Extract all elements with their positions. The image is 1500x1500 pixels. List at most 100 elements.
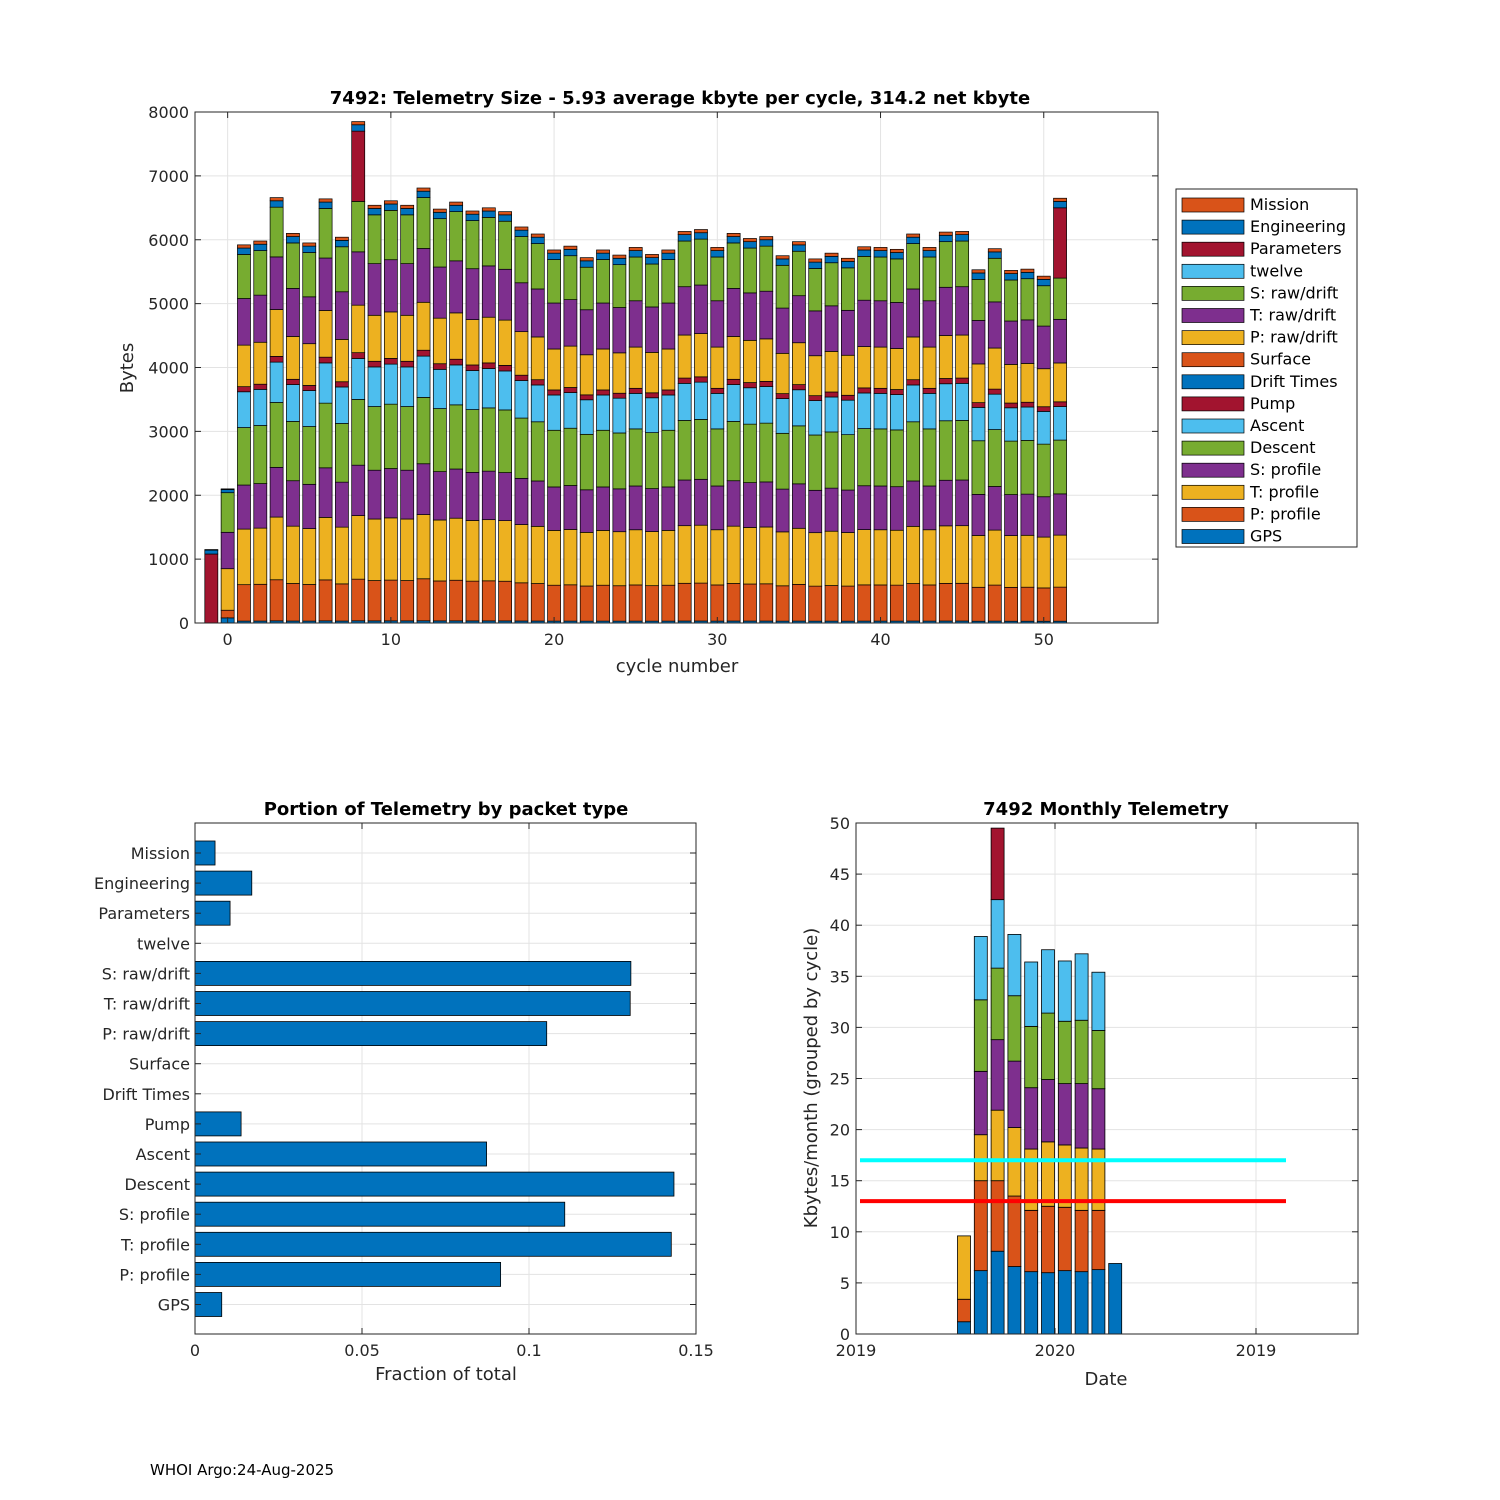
bar-cycle-34-mission	[775, 255, 790, 260]
bar-cycle-3-engineering	[269, 200, 284, 208]
bar-cycle-37-engineering	[824, 256, 839, 264]
bar-cycle-47-ascent	[987, 393, 1002, 430]
bar-cycle-28-p-profile	[677, 582, 692, 622]
bar-cycle-35-t-raw-drift	[792, 295, 806, 344]
bar-cycle-9-p-profile	[367, 580, 382, 622]
bar-cycle-30-s-profile	[710, 485, 725, 531]
bar-cycle-28-engineering	[677, 234, 692, 242]
monthly-bar-10-layer-1	[1108, 1263, 1123, 1335]
monthly-telemetry-chart: 0 5 10 15 20 25 30 35 40 45 50 2019 2020 2019 7492 Mo…	[801, 799, 1359, 1390]
bar-cycle-25-p-raw-drift	[628, 346, 643, 389]
bar-cycle-51-pump	[1053, 401, 1067, 407]
legend-label-t-profile: T: profile	[1249, 482, 1319, 501]
bar-cycle-3-t-profile	[269, 516, 284, 581]
bar-cycle-34-s-raw-drift	[775, 264, 790, 309]
monthly-bar-2-layer-1	[973, 1270, 988, 1335]
bar-cycle-12-s-raw-drift	[416, 197, 431, 249]
bar-cycle-13-mission	[432, 208, 447, 213]
bar-cycle-15-mission	[465, 210, 480, 215]
bar-cycle-0-s-profile	[220, 531, 235, 570]
bar-cycle-37-t-raw-drift	[824, 305, 839, 352]
bar-fraction-t-profile	[194, 1231, 672, 1257]
legend-label-surface: Surface	[1250, 350, 1311, 369]
monthly-bar-9-layer-4	[1091, 1088, 1106, 1150]
bar-cycle-42-descent	[906, 421, 921, 482]
chart3-xtick-label: 2019	[836, 1341, 877, 1360]
bar-cycle-3-pump	[269, 356, 284, 363]
bar-cycle-20-p-raw-drift	[547, 348, 561, 391]
chart3-ytick-label: 20	[830, 1121, 850, 1140]
bar-cycle-31-engineering	[726, 236, 741, 244]
bar-cycle-8-descent	[351, 399, 366, 466]
chart2-category-label-engineering: Engineering	[94, 874, 190, 893]
chart1-ytick-label: 3000	[148, 422, 189, 441]
monthly-bar-3-layer-2	[990, 1180, 1005, 1252]
bar-cycle-4-p-raw-drift	[286, 336, 300, 380]
bar-cycle-47-mission	[987, 248, 1002, 253]
bar-cycle-24-t-profile	[612, 531, 627, 587]
monthly-bar-1-layer-3	[957, 1235, 971, 1300]
bar-cycle-19-p-raw-drift	[530, 336, 545, 381]
bar-cycle-35-s-profile	[792, 483, 806, 529]
bar-cycle-31-mission	[726, 233, 741, 237]
bar-cycle-51-mission	[1053, 197, 1067, 202]
chart3-ytick-label: 50	[830, 814, 850, 833]
chart1-ytick-label: 7000	[148, 167, 189, 186]
bar-cycle-49-mission	[1020, 268, 1035, 273]
legend-swatch-drift-times	[1181, 374, 1245, 390]
bar-cycle-9-pump	[367, 360, 382, 368]
bar-fraction-descent	[194, 1171, 675, 1197]
bar-cycle-38-mission	[841, 257, 855, 262]
bar-cycle-42-p-raw-drift	[906, 336, 921, 381]
bar-cycle-37-s-profile	[824, 487, 839, 532]
chart2-xtick-label: 0.1	[516, 1341, 541, 1360]
legend-swatch-pump	[1181, 396, 1245, 412]
bar-cycle-36-ascent	[808, 400, 823, 436]
bar-cycle-20-t-profile	[547, 530, 561, 586]
bar-cycle-33-s-raw-drift	[759, 245, 774, 292]
bar-cycle-5-s-profile	[302, 483, 317, 529]
bar-cycle-19-p-profile	[530, 583, 545, 622]
bar-cycle-5-p-profile	[302, 584, 317, 622]
bar-cycle-12-engineering	[416, 190, 431, 198]
chart1-ytick-label: 4000	[148, 359, 189, 378]
bar-cycle-44-pump	[938, 378, 953, 385]
bar-cycle-50-t-raw-drift	[1036, 325, 1051, 370]
bar-cycle-50-s-profile	[1036, 496, 1051, 538]
bar-cycle-20-mission	[547, 249, 561, 254]
bar-cycle-3-ascent	[269, 361, 284, 403]
bar-cycle-25-s-profile	[628, 485, 643, 531]
legend-label-descent: Descent	[1250, 438, 1316, 457]
chart2-category-label-t-profile: T: profile	[120, 1235, 190, 1254]
bar-cycle-39-s-profile	[857, 485, 872, 530]
bar-cycle-44-s-profile	[938, 479, 953, 527]
bar-cycle-44-t-raw-drift	[938, 286, 953, 336]
bar-cycle-25-s-raw-drift	[628, 256, 643, 302]
chart3-xtick-label: 2019	[1236, 1341, 1277, 1360]
bar-cycle-39-ascent	[857, 392, 872, 429]
bar-cycle-30-pump	[710, 387, 725, 394]
bar-cycle-45-p-raw-drift	[955, 334, 970, 379]
legend-label-pump: Pump	[1250, 394, 1295, 413]
bar-cycle-27-t-profile	[661, 530, 676, 586]
bar-cycle-11-engineering	[400, 208, 415, 216]
bar-cycle-33-s-profile	[759, 481, 774, 528]
bar-cycle-11-s-profile	[400, 469, 415, 520]
bar-cycle-22-mission	[579, 257, 594, 262]
bar-cycle-7-ascent	[335, 386, 349, 424]
bar-cycle-2-t-raw-drift	[253, 294, 268, 343]
bar-cycle-26-mission	[645, 254, 659, 258]
bar-cycle-47-p-profile	[987, 584, 1002, 622]
bar-cycle-44-p-raw-drift	[938, 335, 953, 379]
bar-cycle-16-t-profile	[481, 519, 496, 582]
bar-cycle-29-t-profile	[694, 524, 708, 584]
chart1-xtick-label: 20	[544, 630, 564, 649]
bar-cycle-43-engineering	[922, 250, 937, 258]
bar-cycle-31-t-raw-drift	[726, 288, 741, 337]
monthly-bar-8-layer-2	[1074, 1209, 1089, 1273]
bar-cycle-42-t-profile	[906, 525, 921, 584]
bar-cycle-41-ascent	[889, 394, 904, 431]
bar-cycle-51-engineering	[1053, 201, 1067, 209]
bar-cycle-32-mission	[743, 238, 757, 243]
bar-cycle-34-ascent	[775, 398, 790, 434]
